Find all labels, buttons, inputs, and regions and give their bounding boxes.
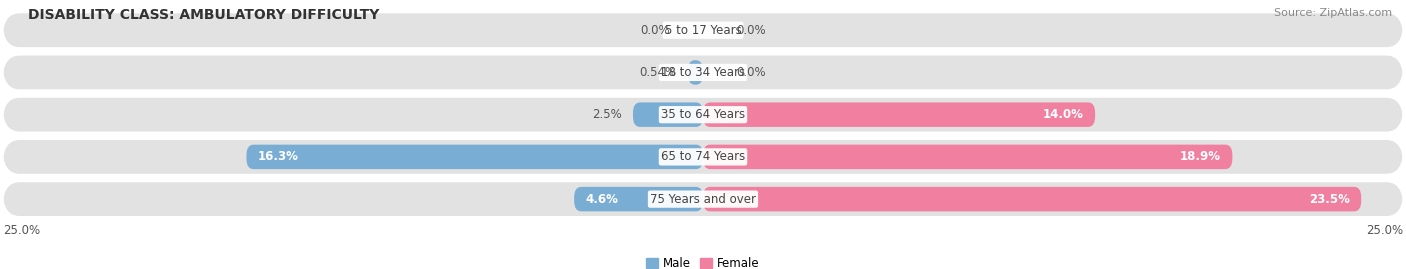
FancyBboxPatch shape (3, 56, 1403, 89)
Text: 2.5%: 2.5% (592, 108, 621, 121)
Text: 18.9%: 18.9% (1180, 150, 1222, 163)
FancyBboxPatch shape (703, 145, 1233, 169)
Text: 18 to 34 Years: 18 to 34 Years (661, 66, 745, 79)
FancyBboxPatch shape (688, 60, 703, 85)
Text: 25.0%: 25.0% (1367, 224, 1403, 237)
Text: 0.54%: 0.54% (640, 66, 676, 79)
Text: 16.3%: 16.3% (257, 150, 298, 163)
Text: 25.0%: 25.0% (3, 224, 39, 237)
Legend: Male, Female: Male, Female (647, 257, 759, 269)
Text: 5 to 17 Years: 5 to 17 Years (665, 24, 741, 37)
FancyBboxPatch shape (574, 187, 703, 211)
Text: 35 to 64 Years: 35 to 64 Years (661, 108, 745, 121)
FancyBboxPatch shape (703, 102, 1095, 127)
Text: Source: ZipAtlas.com: Source: ZipAtlas.com (1274, 8, 1392, 18)
Text: 75 Years and over: 75 Years and over (650, 193, 756, 206)
FancyBboxPatch shape (3, 182, 1403, 216)
FancyBboxPatch shape (3, 98, 1403, 132)
FancyBboxPatch shape (3, 13, 1403, 47)
Text: 23.5%: 23.5% (1309, 193, 1350, 206)
FancyBboxPatch shape (703, 187, 1361, 211)
FancyBboxPatch shape (3, 140, 1403, 174)
Text: 4.6%: 4.6% (585, 193, 619, 206)
Text: 0.0%: 0.0% (640, 24, 669, 37)
Text: 0.0%: 0.0% (737, 24, 766, 37)
Text: DISABILITY CLASS: AMBULATORY DIFFICULTY: DISABILITY CLASS: AMBULATORY DIFFICULTY (28, 8, 380, 22)
FancyBboxPatch shape (246, 145, 703, 169)
Text: 14.0%: 14.0% (1043, 108, 1084, 121)
Text: 65 to 74 Years: 65 to 74 Years (661, 150, 745, 163)
Text: 0.0%: 0.0% (737, 66, 766, 79)
FancyBboxPatch shape (633, 102, 703, 127)
